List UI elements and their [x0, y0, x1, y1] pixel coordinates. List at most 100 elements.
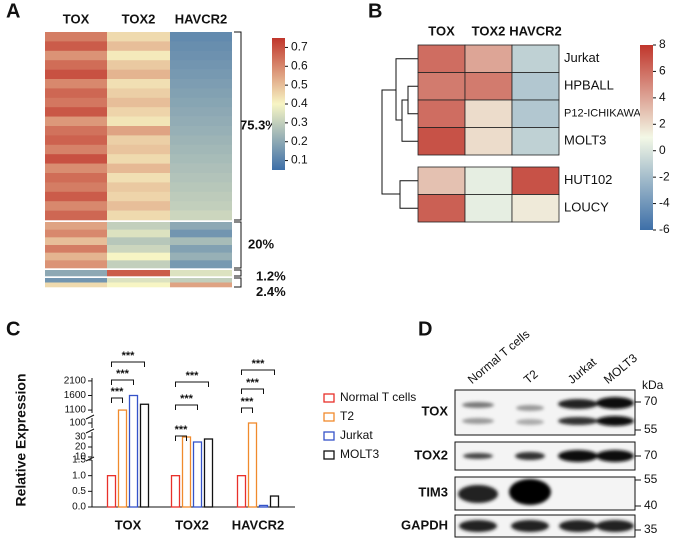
row-label: LOUCY — [564, 200, 609, 215]
heatmap-cell — [170, 79, 232, 89]
column-label: HAVCR2 — [509, 23, 562, 38]
heatmap-cell — [45, 201, 107, 211]
heatmap-cell — [45, 50, 107, 61]
heatmap-cell — [107, 107, 170, 117]
column-label: HAVCR2 — [175, 11, 228, 26]
significance-bracket — [175, 435, 187, 441]
colorbar-tick-label: -6 — [659, 222, 670, 236]
x-tick-label: TOX2 — [175, 517, 209, 532]
colorbar — [272, 38, 285, 170]
bar — [181, 436, 192, 508]
heatmap-cell — [170, 237, 232, 246]
heatmap-cell — [511, 194, 560, 223]
bar — [247, 422, 258, 508]
heatmap-cell — [45, 88, 107, 99]
significance-bracket — [241, 369, 275, 375]
column-label: TOX2 — [122, 11, 156, 26]
heatmap-cell — [45, 278, 107, 283]
heatmap-cell — [464, 72, 513, 101]
legend-label: T2 — [340, 409, 354, 423]
significance-label: *** — [122, 350, 136, 362]
colorbar-tick-label: 6 — [659, 64, 666, 78]
heatmap-cell — [45, 107, 107, 117]
heatmap-cell — [511, 44, 560, 73]
heatmap-cell — [170, 245, 232, 253]
heatmap-cell — [107, 278, 170, 283]
blot-row-label: TIM3 — [418, 484, 448, 499]
heatmap-cell — [170, 116, 232, 127]
heatmap-cell — [45, 229, 107, 238]
significance-bracket — [111, 397, 123, 403]
blot-marker: 70 — [644, 448, 658, 462]
heatmap-cell — [107, 50, 170, 61]
colorbar-tick-label: 8 — [659, 37, 666, 51]
heatmap-cell — [511, 127, 560, 156]
bracket — [234, 277, 242, 288]
heatmap-cell — [107, 135, 170, 146]
colorbar-tick-label: 2 — [659, 116, 666, 130]
heatmap-cell — [170, 32, 232, 42]
heatmap-cell — [45, 41, 107, 52]
heatmap-cell — [45, 32, 107, 42]
heatmap-cell — [107, 32, 170, 42]
heatmap-cell — [107, 191, 170, 202]
significance-label: *** — [116, 368, 130, 380]
significance-bracket — [175, 381, 209, 387]
colorbar — [640, 45, 653, 230]
legend-label: MOLT3 — [340, 447, 379, 461]
panel-label: C — [6, 318, 20, 340]
heatmap-cell — [107, 237, 170, 246]
heatmap-cell — [170, 107, 232, 117]
blot-marker: 55 — [644, 422, 658, 436]
heatmap-cell — [170, 154, 232, 164]
legend-label: Normal T cells — [340, 390, 416, 404]
heatmap-cell — [464, 194, 513, 223]
heatmap-cell — [45, 222, 107, 230]
bar — [139, 403, 150, 508]
colorbar-tick-label: 0.1 — [291, 153, 308, 167]
bracket — [234, 31, 242, 221]
significance-bracket — [111, 379, 134, 385]
row-label: P12-ICHIKAWA — [564, 108, 641, 120]
heatmap-cell — [511, 166, 560, 195]
heatmap-cell — [45, 270, 107, 277]
bar — [269, 495, 280, 508]
y-tick-label: 1600 — [64, 390, 87, 401]
heatmap-cell — [45, 79, 107, 89]
group-label: 1.2% — [256, 268, 286, 283]
significance-label: *** — [241, 396, 255, 408]
blot-row-label: TOX — [422, 403, 449, 418]
legend-swatch — [323, 450, 335, 460]
heatmap-cell — [170, 173, 232, 183]
heatmap-cell — [417, 166, 466, 195]
heatmap-cell — [107, 282, 170, 288]
heatmap-cell — [417, 44, 466, 73]
heatmap-cell — [511, 99, 560, 128]
heatmap-cell — [464, 44, 513, 73]
panel-label: D — [418, 318, 432, 340]
heatmap-cell — [45, 252, 107, 261]
bar — [128, 394, 139, 508]
heatmap-cell — [107, 88, 170, 99]
heatmap-cell — [45, 173, 107, 183]
heatmap-cell — [107, 173, 170, 183]
heatmap-cell — [170, 69, 232, 80]
blot-lane-label: MOLT3 — [601, 351, 640, 387]
significance-label: *** — [180, 393, 194, 405]
colorbar-tick-label: 0.4 — [291, 96, 308, 110]
colorbar-tick-label: 0.3 — [291, 115, 308, 129]
panel-label: A — [6, 0, 20, 22]
blot-row-label: TOX2 — [414, 447, 448, 462]
bar — [258, 504, 269, 508]
heatmap-cell — [170, 163, 232, 174]
legend-swatch — [323, 393, 335, 403]
significance-bracket — [175, 404, 198, 410]
y-tick-label: 30 — [75, 432, 87, 443]
heatmap-cell — [170, 252, 232, 261]
group-label: 20% — [248, 236, 274, 251]
significance-label: *** — [186, 370, 200, 382]
y-tick-label: 2100 — [64, 376, 87, 387]
heatmap-cell — [107, 201, 170, 211]
bar — [192, 441, 203, 508]
